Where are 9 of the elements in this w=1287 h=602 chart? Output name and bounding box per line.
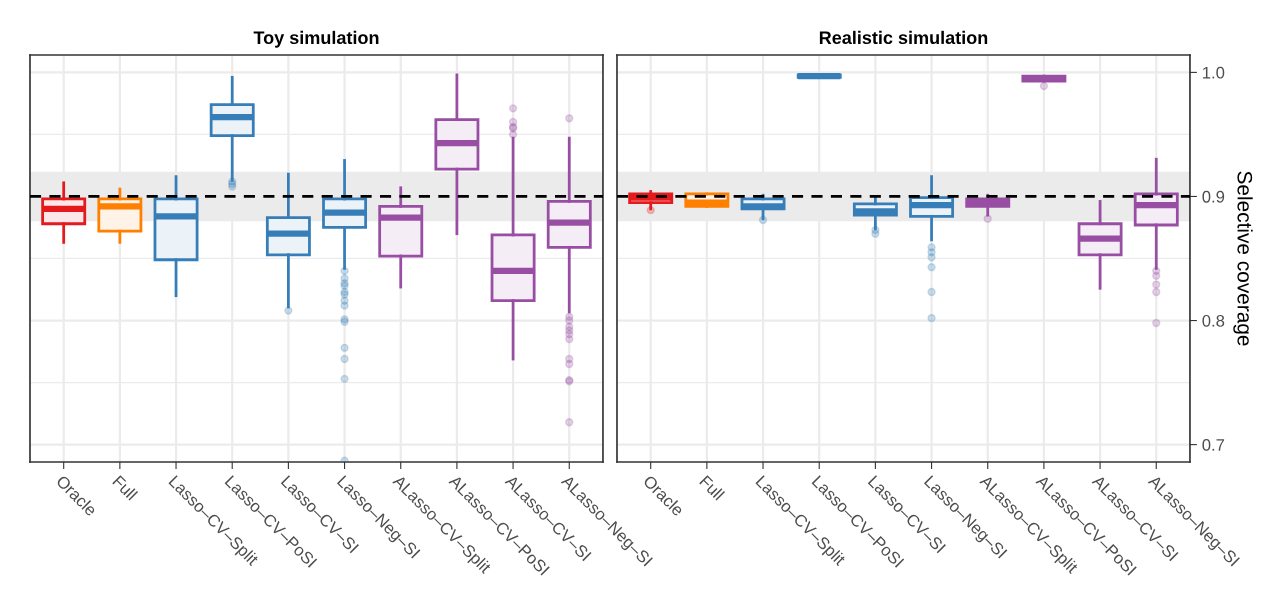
y-tick-label: 0.7 <box>1202 439 1225 451</box>
y-axis-title: Selective coverage <box>1233 171 1253 346</box>
chart-title: Toy simulation <box>253 30 379 48</box>
x-tick-label: Full <box>112 474 139 501</box>
y-tick-label: 0.9 <box>1202 190 1225 203</box>
x-tick-label: Full <box>699 474 726 501</box>
y-tick-label: 1.0 <box>1203 66 1225 79</box>
y-tick-label: 0.8 <box>1202 314 1225 327</box>
chart-title: Realistic simulation <box>819 30 988 45</box>
